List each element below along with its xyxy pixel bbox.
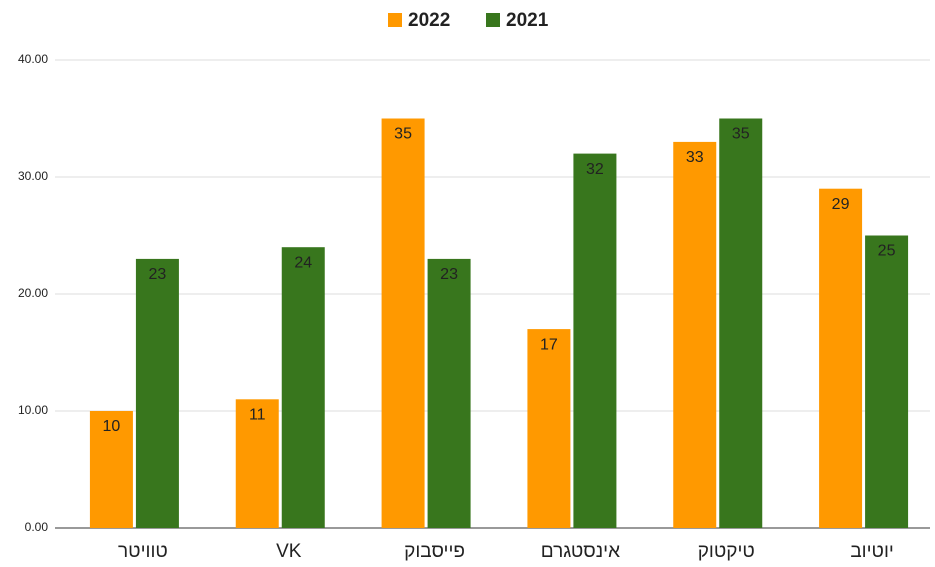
data-label: 32: [586, 161, 604, 178]
x-tick-label: אינסטגרם: [541, 541, 620, 562]
bar: [719, 118, 763, 528]
x-tick-label: יוטיוב: [850, 541, 894, 562]
legend-label: 2022: [408, 10, 450, 31]
y-tick-label: 0.00: [25, 520, 49, 534]
data-label: 35: [394, 126, 412, 143]
bar: [673, 141, 717, 528]
bar: [573, 153, 617, 528]
data-label: 33: [686, 149, 704, 166]
data-label: 23: [149, 266, 167, 283]
bar: [381, 118, 425, 528]
y-tick-label: 30.00: [18, 169, 48, 183]
legend-label: 2021: [506, 10, 549, 31]
y-tick-label: 20.00: [18, 286, 48, 300]
bar: [89, 411, 133, 528]
data-label: 29: [832, 196, 850, 213]
y-tick-label: 10.00: [18, 403, 48, 417]
bar: [865, 235, 909, 528]
bar: [527, 329, 571, 528]
bar: [281, 247, 325, 528]
legend-swatch: [486, 13, 500, 27]
x-tick-label: טיקטוק: [698, 541, 755, 562]
bar: [427, 258, 471, 528]
legend-swatch: [388, 13, 402, 27]
data-label: 24: [294, 254, 312, 271]
data-label: 35: [732, 126, 750, 143]
y-tick-label: 40.00: [18, 52, 48, 66]
bar: [235, 399, 279, 528]
data-label: 11: [249, 407, 266, 424]
x-tick-label: פייסבוק: [404, 541, 465, 562]
data-label: 25: [878, 243, 896, 260]
bar: [135, 258, 179, 528]
data-label: 23: [440, 266, 458, 283]
data-label: 17: [540, 336, 558, 353]
data-label: 10: [103, 418, 121, 435]
x-tick-label: טוויטר: [118, 541, 168, 562]
x-tick-label: VK: [276, 541, 302, 562]
bar: [819, 188, 863, 528]
